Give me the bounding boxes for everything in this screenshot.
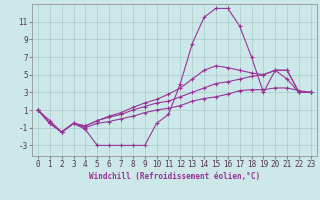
X-axis label: Windchill (Refroidissement éolien,°C): Windchill (Refroidissement éolien,°C) [89,172,260,181]
